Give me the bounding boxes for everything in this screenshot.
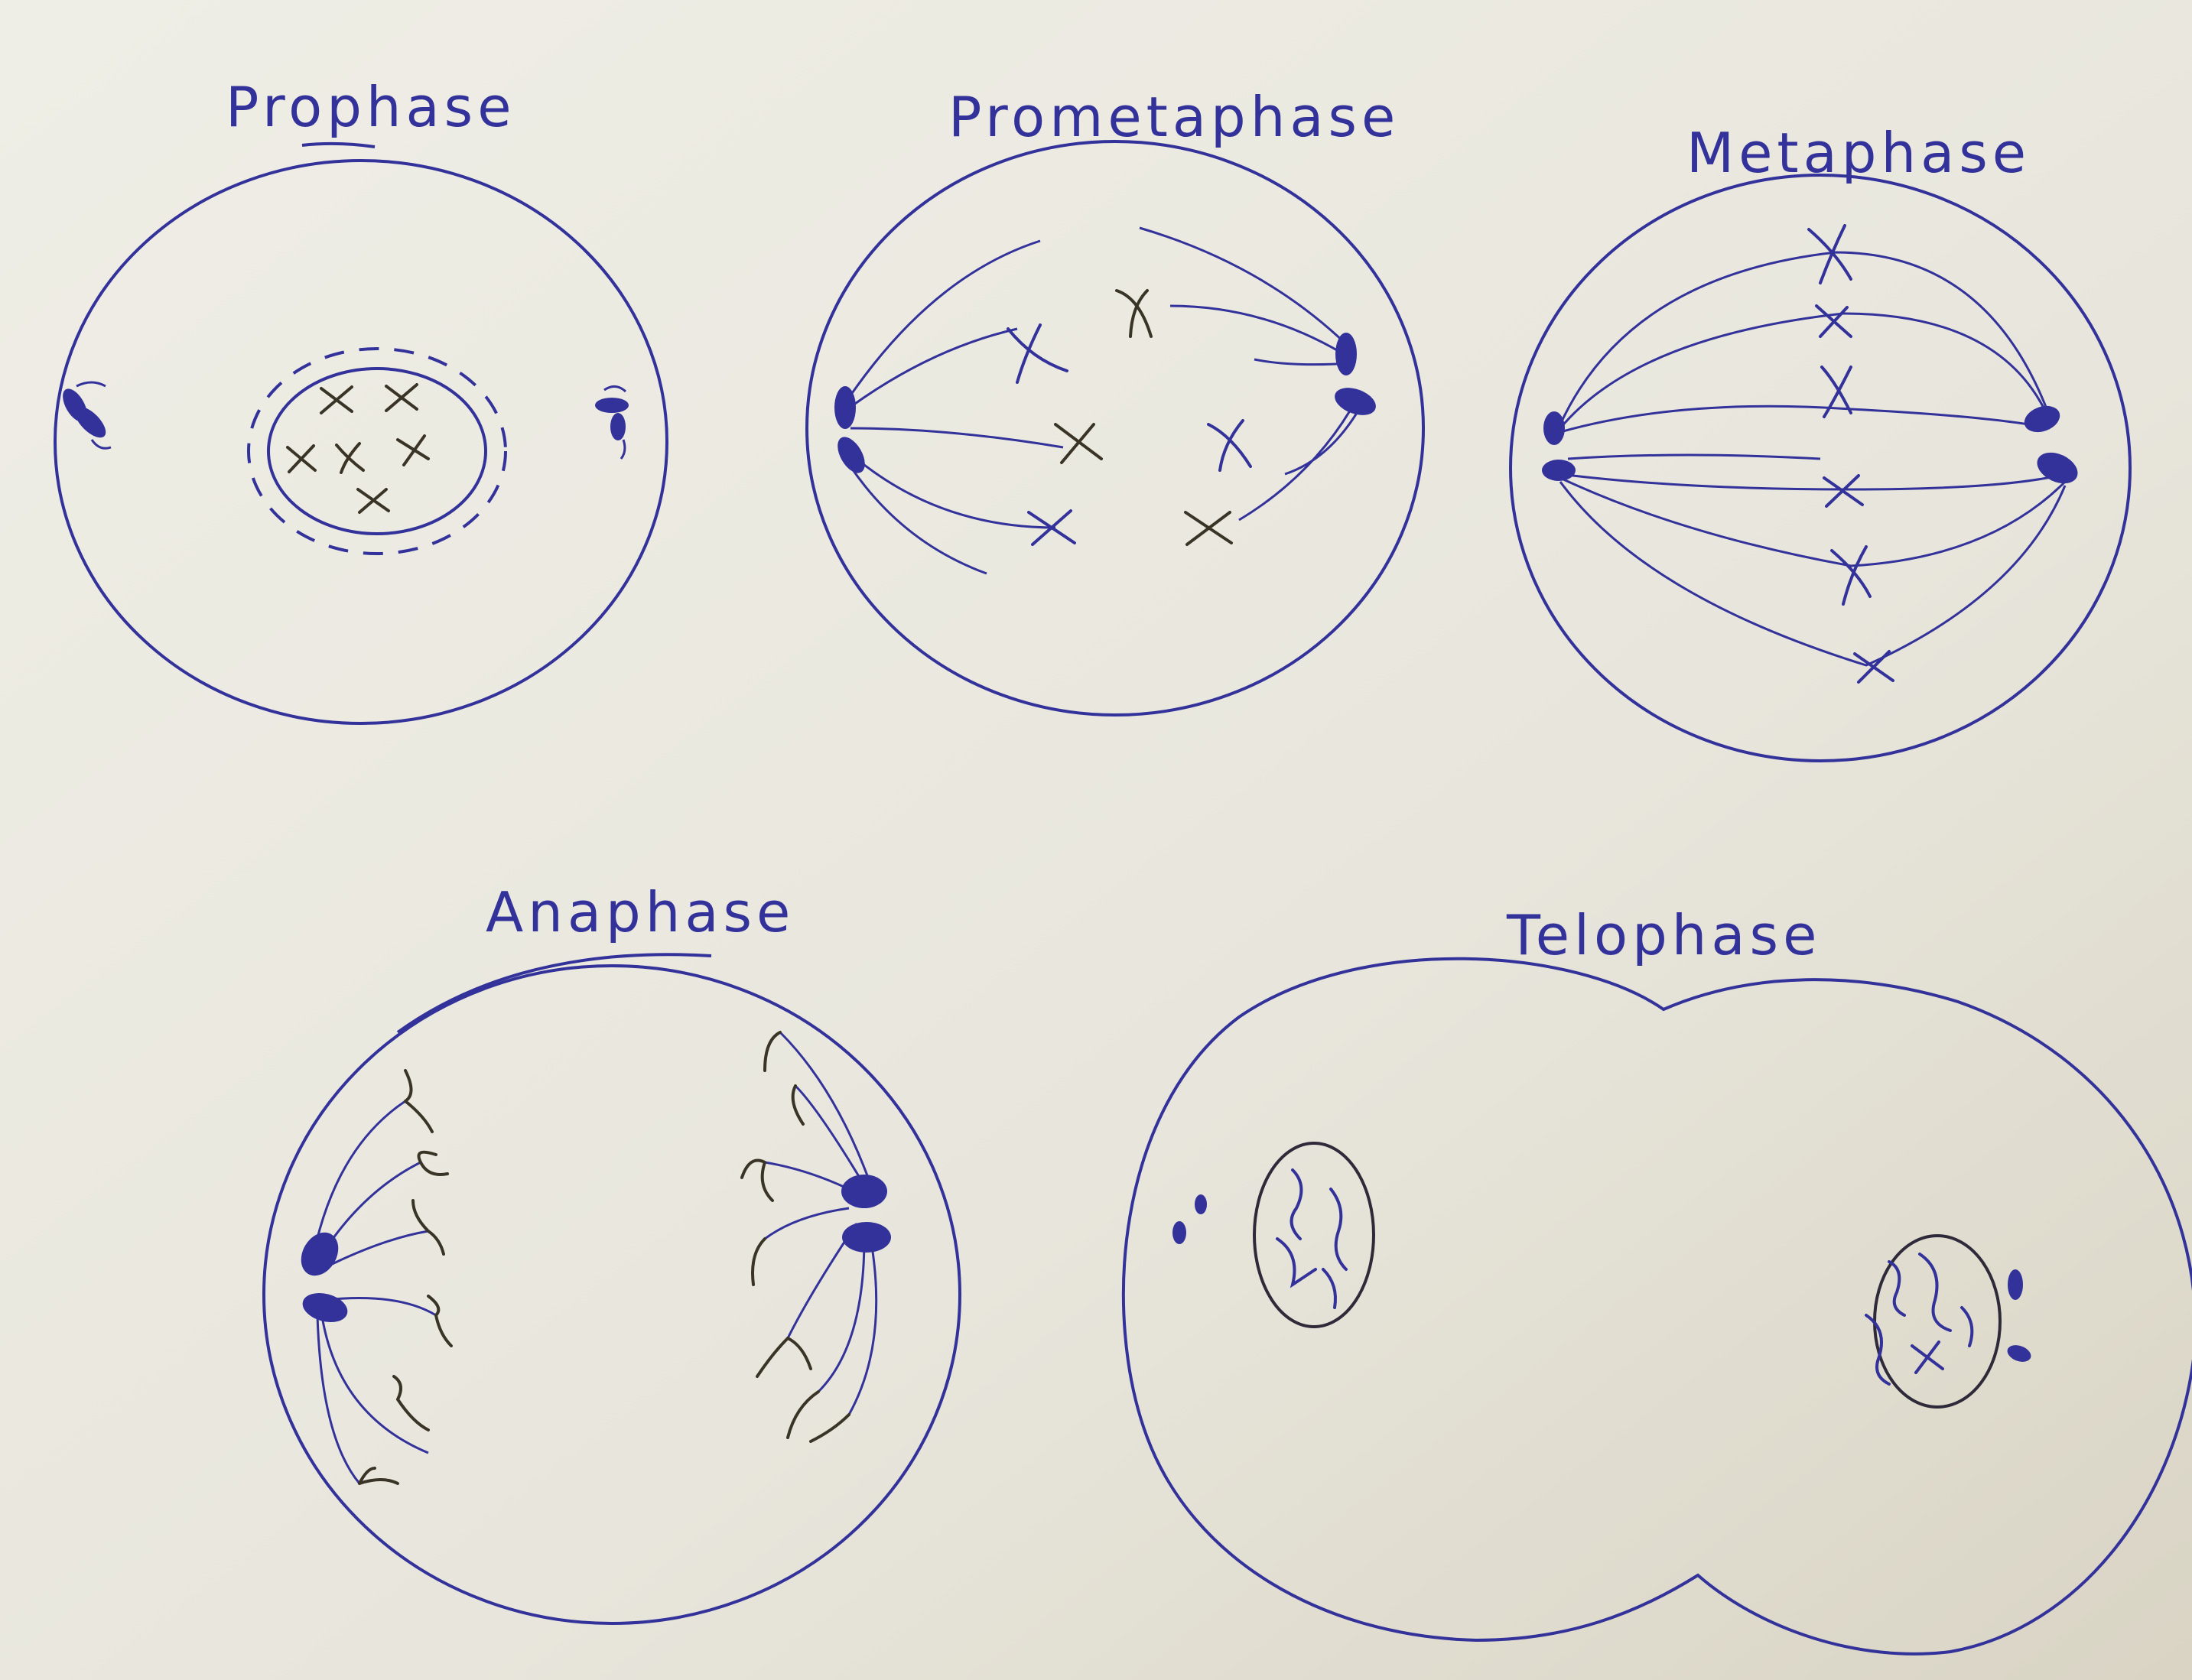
chromatin-right — [1865, 1253, 1974, 1386]
centrosome-right — [1335, 333, 1376, 415]
centrosome-right — [841, 1175, 891, 1253]
prometaphase-panel: Prometaphase — [805, 85, 1425, 717]
metaphase-panel: Metaphase — [1509, 121, 2132, 762]
spindle-fibers-right — [764, 1031, 878, 1415]
centrosome-left — [63, 381, 112, 450]
nuclear-envelope-fragments — [247, 347, 507, 555]
anaphase-panel: Anaphase — [262, 880, 961, 1625]
stage-label-prophase: Prophase — [226, 75, 516, 139]
chromatids-right — [740, 1031, 850, 1443]
cell-membrane — [262, 964, 961, 1625]
chromosomes — [1807, 224, 1894, 684]
centrosome-left — [1172, 1194, 1207, 1244]
stage-label-metaphase: Metaphase — [1686, 121, 2031, 185]
telophase-panel: Telophase — [1121, 903, 2192, 1656]
cell-membrane — [805, 140, 1425, 717]
label-underline — [301, 141, 376, 148]
stage-label-telophase: Telophase — [1506, 903, 1821, 967]
prophase-panel: Prophase — [54, 75, 668, 725]
nuclear-envelope — [267, 367, 487, 535]
chromatin-left — [1276, 1168, 1348, 1309]
centrosome-right — [595, 385, 629, 460]
centrosome-left — [1542, 411, 1576, 481]
chromatids-left — [358, 1069, 453, 1485]
cell-membrane — [1509, 174, 2132, 762]
chromosomes-attached — [1007, 323, 1252, 546]
centrosome-left — [834, 386, 865, 473]
nucleus-left — [1253, 1142, 1375, 1328]
cell-membrane-dividing — [1121, 957, 2192, 1656]
chromosomes — [286, 383, 430, 514]
stage-label-anaphase: Anaphase — [486, 880, 795, 944]
centrosome-right — [2007, 1269, 2031, 1362]
stage-label-prometaphase: Prometaphase — [948, 85, 1400, 149]
cell-membrane — [54, 159, 668, 725]
chromosomes — [1054, 289, 1233, 546]
centrosome-left — [301, 1232, 348, 1323]
spindle-fibers-left — [312, 1100, 437, 1484]
label-underline — [396, 953, 712, 1034]
centrosome-right — [2024, 405, 2078, 484]
